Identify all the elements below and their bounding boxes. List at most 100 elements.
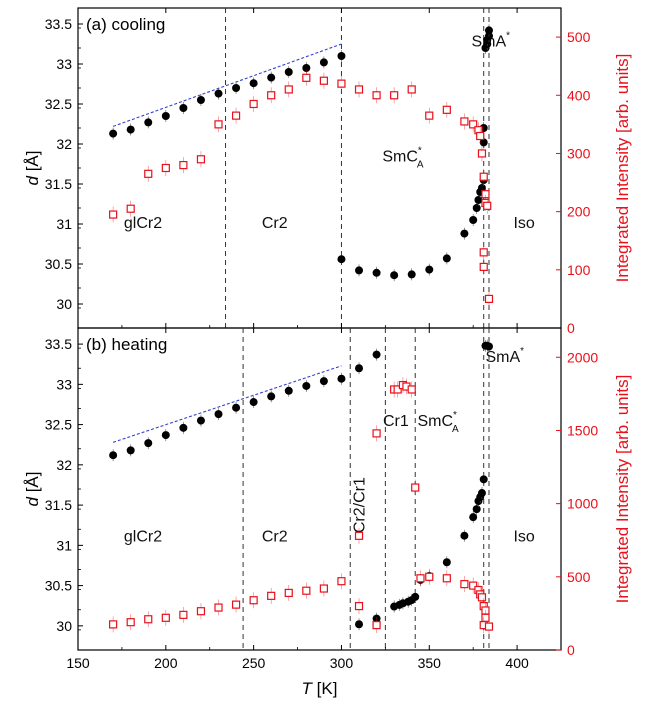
intensity-point-b-1 (126, 618, 135, 627)
d-point-a-2 (144, 118, 153, 127)
intensity-point-a-12 (319, 76, 328, 85)
intensity-point-b-27 (460, 580, 469, 589)
d-point-a-12 (319, 58, 328, 67)
intensity-point-a-30 (479, 262, 488, 272)
d-point-a-7 (232, 84, 241, 92)
phase-label-b-2: Cr2/Cr1 (351, 477, 368, 533)
phase-superscript: * (418, 146, 422, 157)
d-point-b-11 (302, 381, 311, 390)
y2-tick-label-a-2: 200 (567, 204, 591, 220)
intensity-point-b-14 (354, 531, 364, 540)
d-spacing-series-b (109, 339, 493, 631)
y-tick-label-b-7: 33.5 (45, 336, 72, 352)
intensity-point-b-10 (284, 588, 293, 598)
x-tick-label-2: 250 (242, 655, 266, 671)
y-axis-unit: [Å] (23, 151, 42, 177)
intensity-point-b-8 (249, 596, 258, 605)
intensity-point-a-21 (469, 120, 478, 129)
x-axis-unit: [K] (312, 679, 338, 698)
d-point-b-6 (214, 410, 223, 419)
intensity-point-b-28 (469, 581, 478, 590)
phase-superscript: * (453, 410, 457, 421)
linear-fit-line-a (112, 43, 342, 127)
phase-label-b-4: SmC* A (417, 410, 458, 435)
phase-name: Cr2 (262, 215, 288, 232)
intensity-series-b (109, 377, 494, 635)
intensity-point-b-19 (393, 385, 402, 394)
intensity-point-b-22 (407, 385, 416, 394)
panel-b-heating: 30 30.5 31 31.5 32 32.5 33 33.5 0 500 1000 1500 2000… (23, 327, 632, 671)
intensity-point-a-1 (126, 204, 135, 213)
d-point-b-5 (196, 416, 205, 425)
phase-name: Cr2/Cr1 (351, 477, 368, 533)
intensity-point-a-23 (476, 131, 485, 141)
d-point-a-20 (442, 254, 451, 263)
panel-label-b: (b) heating (86, 335, 167, 354)
intensity-point-b-2 (144, 615, 153, 624)
y2-tick-label-b-4: 2000 (567, 349, 598, 365)
d-point-b-16 (355, 620, 364, 629)
y2-tick-label-b-3: 1500 (567, 422, 598, 438)
d-point-b-36 (484, 342, 493, 351)
intensity-point-a-8 (249, 99, 258, 109)
intensity-point-a-13 (337, 79, 346, 88)
x-tick-label-3: 300 (330, 655, 354, 671)
intensity-point-a-3 (161, 163, 170, 173)
d-point-a-1 (126, 125, 135, 134)
intensity-point-b-12 (319, 584, 328, 593)
d-point-b-9 (267, 392, 276, 401)
d-point-a-19 (425, 265, 434, 274)
phase-name: glCr2 (124, 528, 162, 545)
phase-name: SmC (417, 413, 453, 430)
y2-axis-title-b: Integrated Intensity [arb. units] (613, 375, 632, 604)
d-point-a-10 (284, 68, 293, 76)
y-tick-label-b-6: 33 (56, 376, 72, 392)
phase-label-a-4: Iso (513, 215, 534, 232)
d-point-b-12 (319, 377, 328, 386)
d-point-b-0 (109, 451, 118, 460)
phase-name: Cr1 (383, 413, 409, 430)
intensity-point-b-9 (267, 591, 276, 600)
phase-label-b-0: glCr2 (124, 528, 162, 545)
d-point-a-8 (249, 79, 258, 88)
phase-label-a-0: glCr2 (124, 215, 162, 232)
d-point-a-24 (474, 196, 483, 204)
intensity-point-b-3 (161, 613, 170, 622)
intensity-point-a-20 (460, 117, 469, 126)
intensity-point-a-14 (354, 85, 364, 94)
x-axis-title: T [K] (302, 679, 338, 698)
intensity-point-b-36 (484, 622, 494, 631)
d-point-b-3 (161, 431, 170, 440)
intensity-point-a-5 (196, 155, 206, 164)
d-point-a-4 (179, 104, 188, 112)
intensity-point-b-24 (416, 574, 425, 583)
panel-a-cooling: 30 30.5 31 31.5 32 32.5 33 33.5 0 100 200 300 400 500… (23, 7, 632, 336)
d-point-a-0 (109, 129, 118, 138)
x-tick-label-1: 200 (154, 655, 178, 671)
intensity-point-b-11 (302, 586, 311, 595)
d-point-a-22 (469, 216, 478, 224)
intensity-point-a-28 (483, 201, 492, 210)
d-point-a-3 (161, 112, 170, 120)
d-point-b-15 (372, 350, 381, 359)
x-axis-label: T [K] (302, 679, 338, 698)
intensity-point-b-16 (372, 621, 381, 630)
d-point-b-7 (232, 403, 241, 412)
y-tick-label-a-5: 32.5 (45, 96, 72, 112)
intensity-point-b-4 (179, 610, 188, 619)
d-point-b-32 (477, 489, 486, 498)
y2-tick-label-b-1: 500 (567, 569, 591, 585)
intensity-point-b-15 (354, 601, 364, 611)
y-tick-label-a-2: 31 (56, 216, 72, 232)
intensity-point-a-6 (214, 120, 223, 129)
x-tick-label-5: 400 (505, 655, 529, 671)
d-point-a-5 (196, 96, 205, 104)
intensity-point-a-17 (407, 85, 416, 94)
y-tick-label-b-2: 31 (56, 537, 72, 553)
phase-label-b-1: Cr2 (262, 528, 288, 545)
y-tick-label-b-4: 32 (56, 457, 72, 473)
intensity-point-b-0 (109, 620, 118, 629)
d-point-b-23 (411, 592, 420, 601)
phase-name: SmC (382, 149, 418, 166)
y-tick-label-a-7: 33.5 (45, 16, 72, 32)
